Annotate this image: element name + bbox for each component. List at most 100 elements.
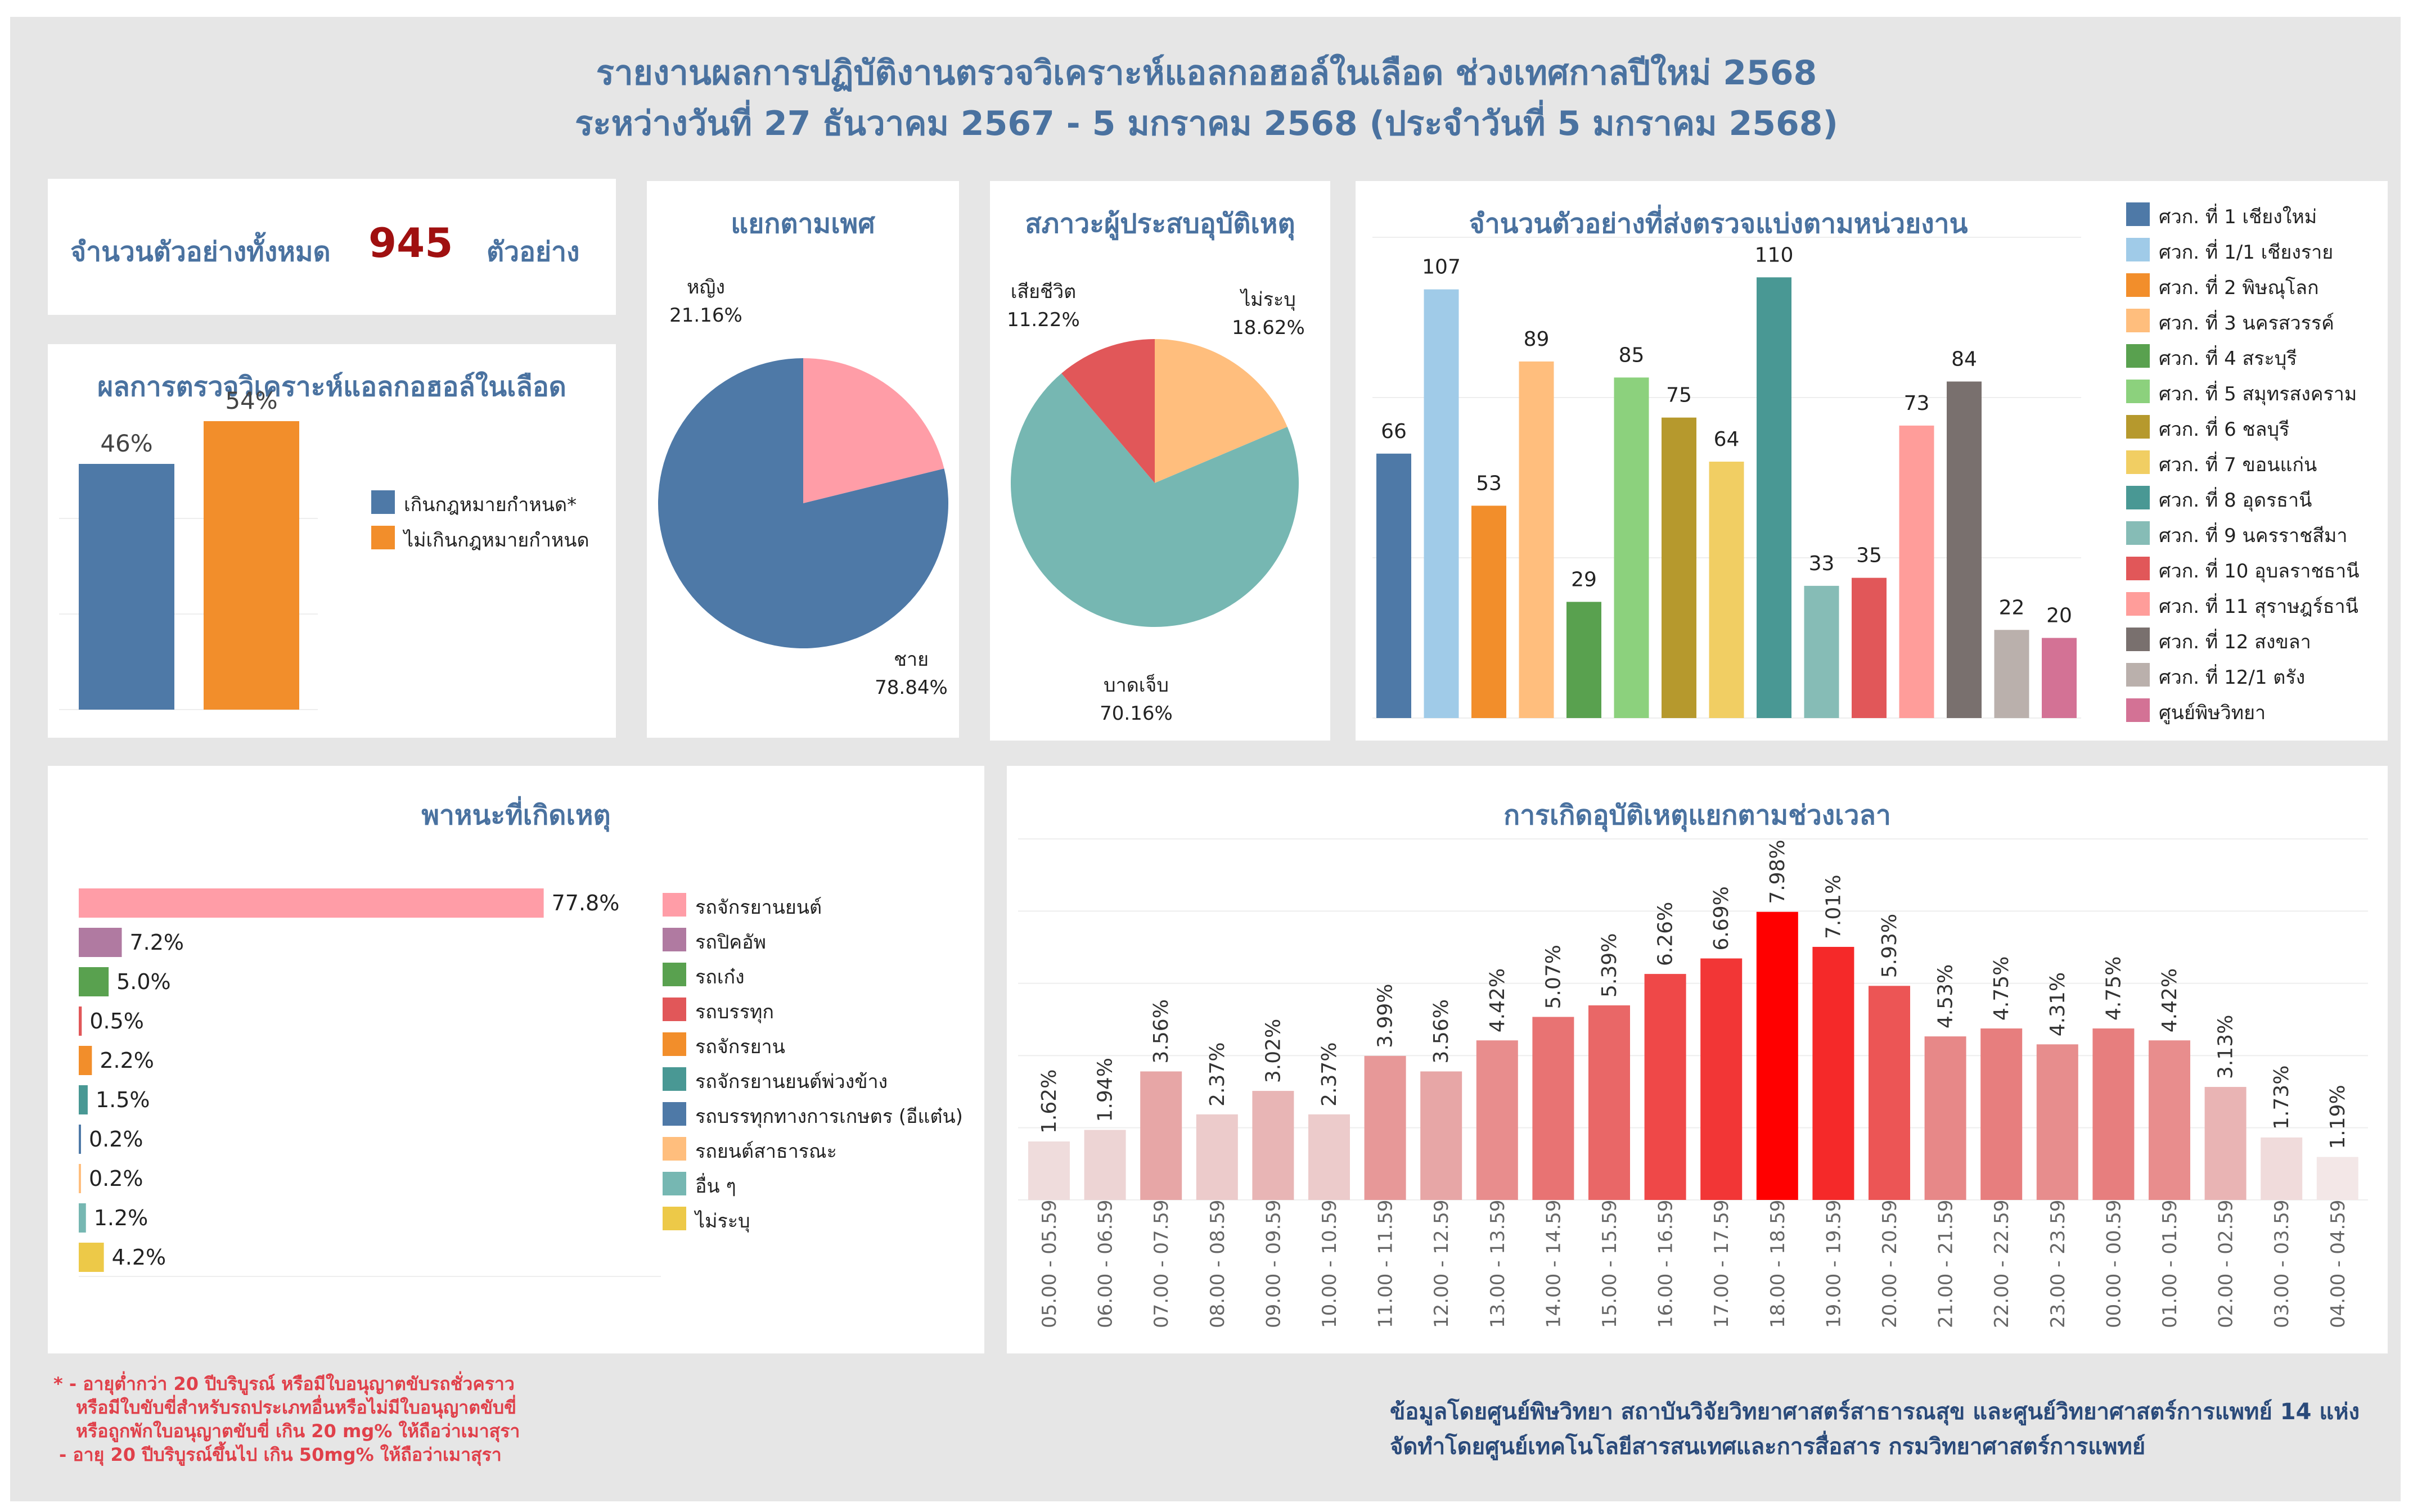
units-bar bbox=[2042, 638, 2077, 718]
time-tick-label: 16.00 - 16.59 bbox=[1655, 1199, 1677, 1328]
vehicle-bar-label: 0.2% bbox=[89, 1127, 143, 1152]
gender-panel: แยกตามเพศ หญิง 21.16% ชาย 78.84% bbox=[647, 181, 959, 738]
pie-slice-label: 78.84% bbox=[875, 676, 948, 699]
vehicle-bar bbox=[79, 967, 109, 996]
vehicle-title: พาหนะที่เกิดเหตุ bbox=[421, 800, 611, 831]
units-bar bbox=[1709, 462, 1744, 718]
units-legend-swatch bbox=[2126, 309, 2150, 332]
vehicle-legend-swatch bbox=[663, 963, 686, 986]
units-legend-label: ศวก. ที่ 7 ขอนแก่น bbox=[2159, 454, 2317, 476]
total-label: จำนวนตัวอย่างทั้งหมด bbox=[70, 236, 331, 268]
time-tick-label: 19.00 - 19.59 bbox=[1822, 1199, 1845, 1328]
time-tick-label: 08.00 - 08.59 bbox=[1206, 1199, 1229, 1328]
time-tick-label: 15.00 - 15.59 bbox=[1599, 1199, 1621, 1328]
time-bar bbox=[1812, 946, 1854, 1200]
time-bar-label: 5.39% bbox=[1598, 933, 1621, 998]
page-subtitle: ระหว่างวันที่ 27 ธันวาคม 2567 - 5 มกราคม… bbox=[575, 104, 1838, 143]
vehicle-legend-swatch bbox=[663, 1067, 686, 1091]
units-bar bbox=[1804, 585, 1839, 718]
units-legend-label: ศวก. ที่ 5 สมุทรสงคราม bbox=[2159, 383, 2357, 405]
units-bar-label: 66 bbox=[1381, 420, 1407, 443]
time-bar-label: 4.53% bbox=[1934, 964, 1957, 1028]
vehicle-legend-label: ไม่ระบุ bbox=[695, 1210, 750, 1233]
vehicle-legend-swatch bbox=[663, 1102, 686, 1126]
result-title: ผลการตรวจวิเคราะห์แอลกอฮอล์ในเลือด bbox=[97, 371, 566, 403]
time-bar-label: 5.93% bbox=[1878, 914, 1901, 978]
units-bar-label: 53 bbox=[1476, 472, 1502, 495]
vehicle-legend-swatch bbox=[663, 893, 686, 917]
time-tick-label: 10.00 - 10.59 bbox=[1318, 1199, 1341, 1328]
result-bar-label: 54% bbox=[225, 387, 277, 414]
vehicle-legend-swatch bbox=[663, 998, 686, 1021]
units-legend-swatch bbox=[2126, 698, 2150, 722]
units-legend-label: ศวก. ที่ 8 อุดรธานี bbox=[2159, 489, 2312, 512]
units-legend-label: ศวก. ที่ 1 เชียงใหม่ bbox=[2159, 206, 2317, 228]
time-bar-label: 1.73% bbox=[2270, 1066, 2293, 1130]
units-legend-label: ศวก. ที่ 11 สุราษฎร์ธานี bbox=[2159, 595, 2358, 618]
vehicle-bar bbox=[79, 1085, 88, 1114]
units-legend-swatch bbox=[2126, 380, 2150, 403]
units-legend-swatch bbox=[2126, 592, 2150, 616]
vehicle-legend-swatch bbox=[663, 1172, 686, 1195]
units-bar-label: 89 bbox=[1524, 328, 1550, 351]
time-bar-label: 7.98% bbox=[1766, 840, 1789, 904]
footnote: * - อายุต่ำกว่า 20 ปีบริบูรณ์ หรือมีใบอน… bbox=[53, 1372, 520, 1466]
time-bar bbox=[2261, 1137, 2303, 1200]
pie-slice-label: 11.22% bbox=[1007, 309, 1080, 331]
pie-slice-name: บาดเจ็บ bbox=[1104, 674, 1169, 697]
time-tick-label: 21.00 - 21.59 bbox=[1935, 1199, 1957, 1328]
units-legend-label: ศวก. ที่ 12/1 ตรัง bbox=[2159, 666, 2306, 689]
vehicle-legend-swatch bbox=[663, 1137, 686, 1161]
result-chart: 46% 54% bbox=[59, 387, 318, 710]
units-bar bbox=[1662, 417, 1696, 718]
units-bar-label: 35 bbox=[1856, 544, 1882, 567]
vehicle-bar-label: 7.2% bbox=[130, 930, 184, 955]
vehicle-legend-swatch bbox=[663, 928, 686, 951]
units-bar bbox=[1852, 577, 1887, 718]
units-legend-swatch bbox=[2126, 344, 2150, 368]
time-tick-label: 13.00 - 13.59 bbox=[1487, 1199, 1509, 1328]
vehicle-legend-label: รถปิคอัพ bbox=[695, 931, 767, 954]
units-legend-label: ศวก. ที่ 6 ชลบุรี bbox=[2159, 418, 2290, 441]
time-bar bbox=[2036, 1044, 2078, 1200]
status-panel: สภาวะผู้ประสบอุบัติเหตุ ไม่ระบุ 18.62% บาด… bbox=[990, 181, 1330, 741]
units-bar-label: 73 bbox=[1904, 392, 1930, 415]
pie-slice-name: ชาย bbox=[894, 648, 929, 671]
time-tick-label: 17.00 - 17.59 bbox=[1710, 1199, 1733, 1328]
time-bar bbox=[1476, 1040, 1518, 1200]
time-bar bbox=[1196, 1114, 1238, 1200]
units-legend-swatch bbox=[2126, 557, 2150, 580]
time-bar-label: 1.62% bbox=[1038, 1069, 1061, 1134]
time-bar bbox=[2204, 1087, 2247, 1200]
result-legend-swatch bbox=[371, 490, 395, 514]
page-title: รายงานผลการปฏิบัติงานตรวจวิเคราะห์แอลกอฮ… bbox=[596, 53, 1817, 93]
units-title: จำนวนตัวอย่างที่ส่งตรวจแบ่งตามหน่วยงาน bbox=[1469, 208, 1968, 240]
units-bar bbox=[1614, 377, 1649, 718]
credit-line1: ข้อมูลโดยศูนย์พิษวิทยา สถาบันวิจัยวิทยาศ… bbox=[1389, 1399, 2360, 1425]
units-chart: 66 107 53 89 29 85 75 64 110 33 35 73 84 22 20 bbox=[1372, 237, 2081, 719]
result-bar bbox=[204, 421, 299, 710]
pie-slice bbox=[1061, 339, 1155, 483]
time-bar-label: 5.07% bbox=[1542, 945, 1565, 1009]
time-bar bbox=[1700, 958, 1743, 1200]
result-bar-label: 46% bbox=[100, 430, 152, 457]
status-title: สภาวะผู้ประสบอุบัติเหตุ bbox=[1025, 208, 1295, 240]
vehicle-bar-label: 1.2% bbox=[94, 1206, 148, 1230]
units-bar-label: 110 bbox=[1755, 243, 1794, 267]
units-bar bbox=[1376, 453, 1411, 718]
units-bar-label: 33 bbox=[1809, 552, 1835, 575]
time-bar bbox=[2316, 1157, 2358, 1200]
vehicle-legend-label: รถบรรทุก bbox=[695, 1001, 774, 1023]
vehicle-legend-label: รถเก๋ง bbox=[695, 966, 745, 989]
units-legend-label: ศวก. ที่ 1/1 เชียงราย bbox=[2159, 241, 2334, 264]
pie-slice-name: หญิง bbox=[687, 276, 725, 299]
time-bar-label: 1.94% bbox=[1094, 1058, 1117, 1122]
units-legend-swatch bbox=[2126, 663, 2150, 687]
time-bar bbox=[1364, 1055, 1406, 1200]
time-bar bbox=[1980, 1028, 2023, 1200]
time-bar-label: 4.42% bbox=[2158, 968, 2181, 1032]
vehicle-bar-label: 4.2% bbox=[112, 1245, 166, 1270]
time-bar-label: 6.26% bbox=[1654, 902, 1677, 966]
pie-slice-label: 70.16% bbox=[1100, 702, 1173, 725]
vehicle-bar-label: 5.0% bbox=[116, 969, 171, 994]
